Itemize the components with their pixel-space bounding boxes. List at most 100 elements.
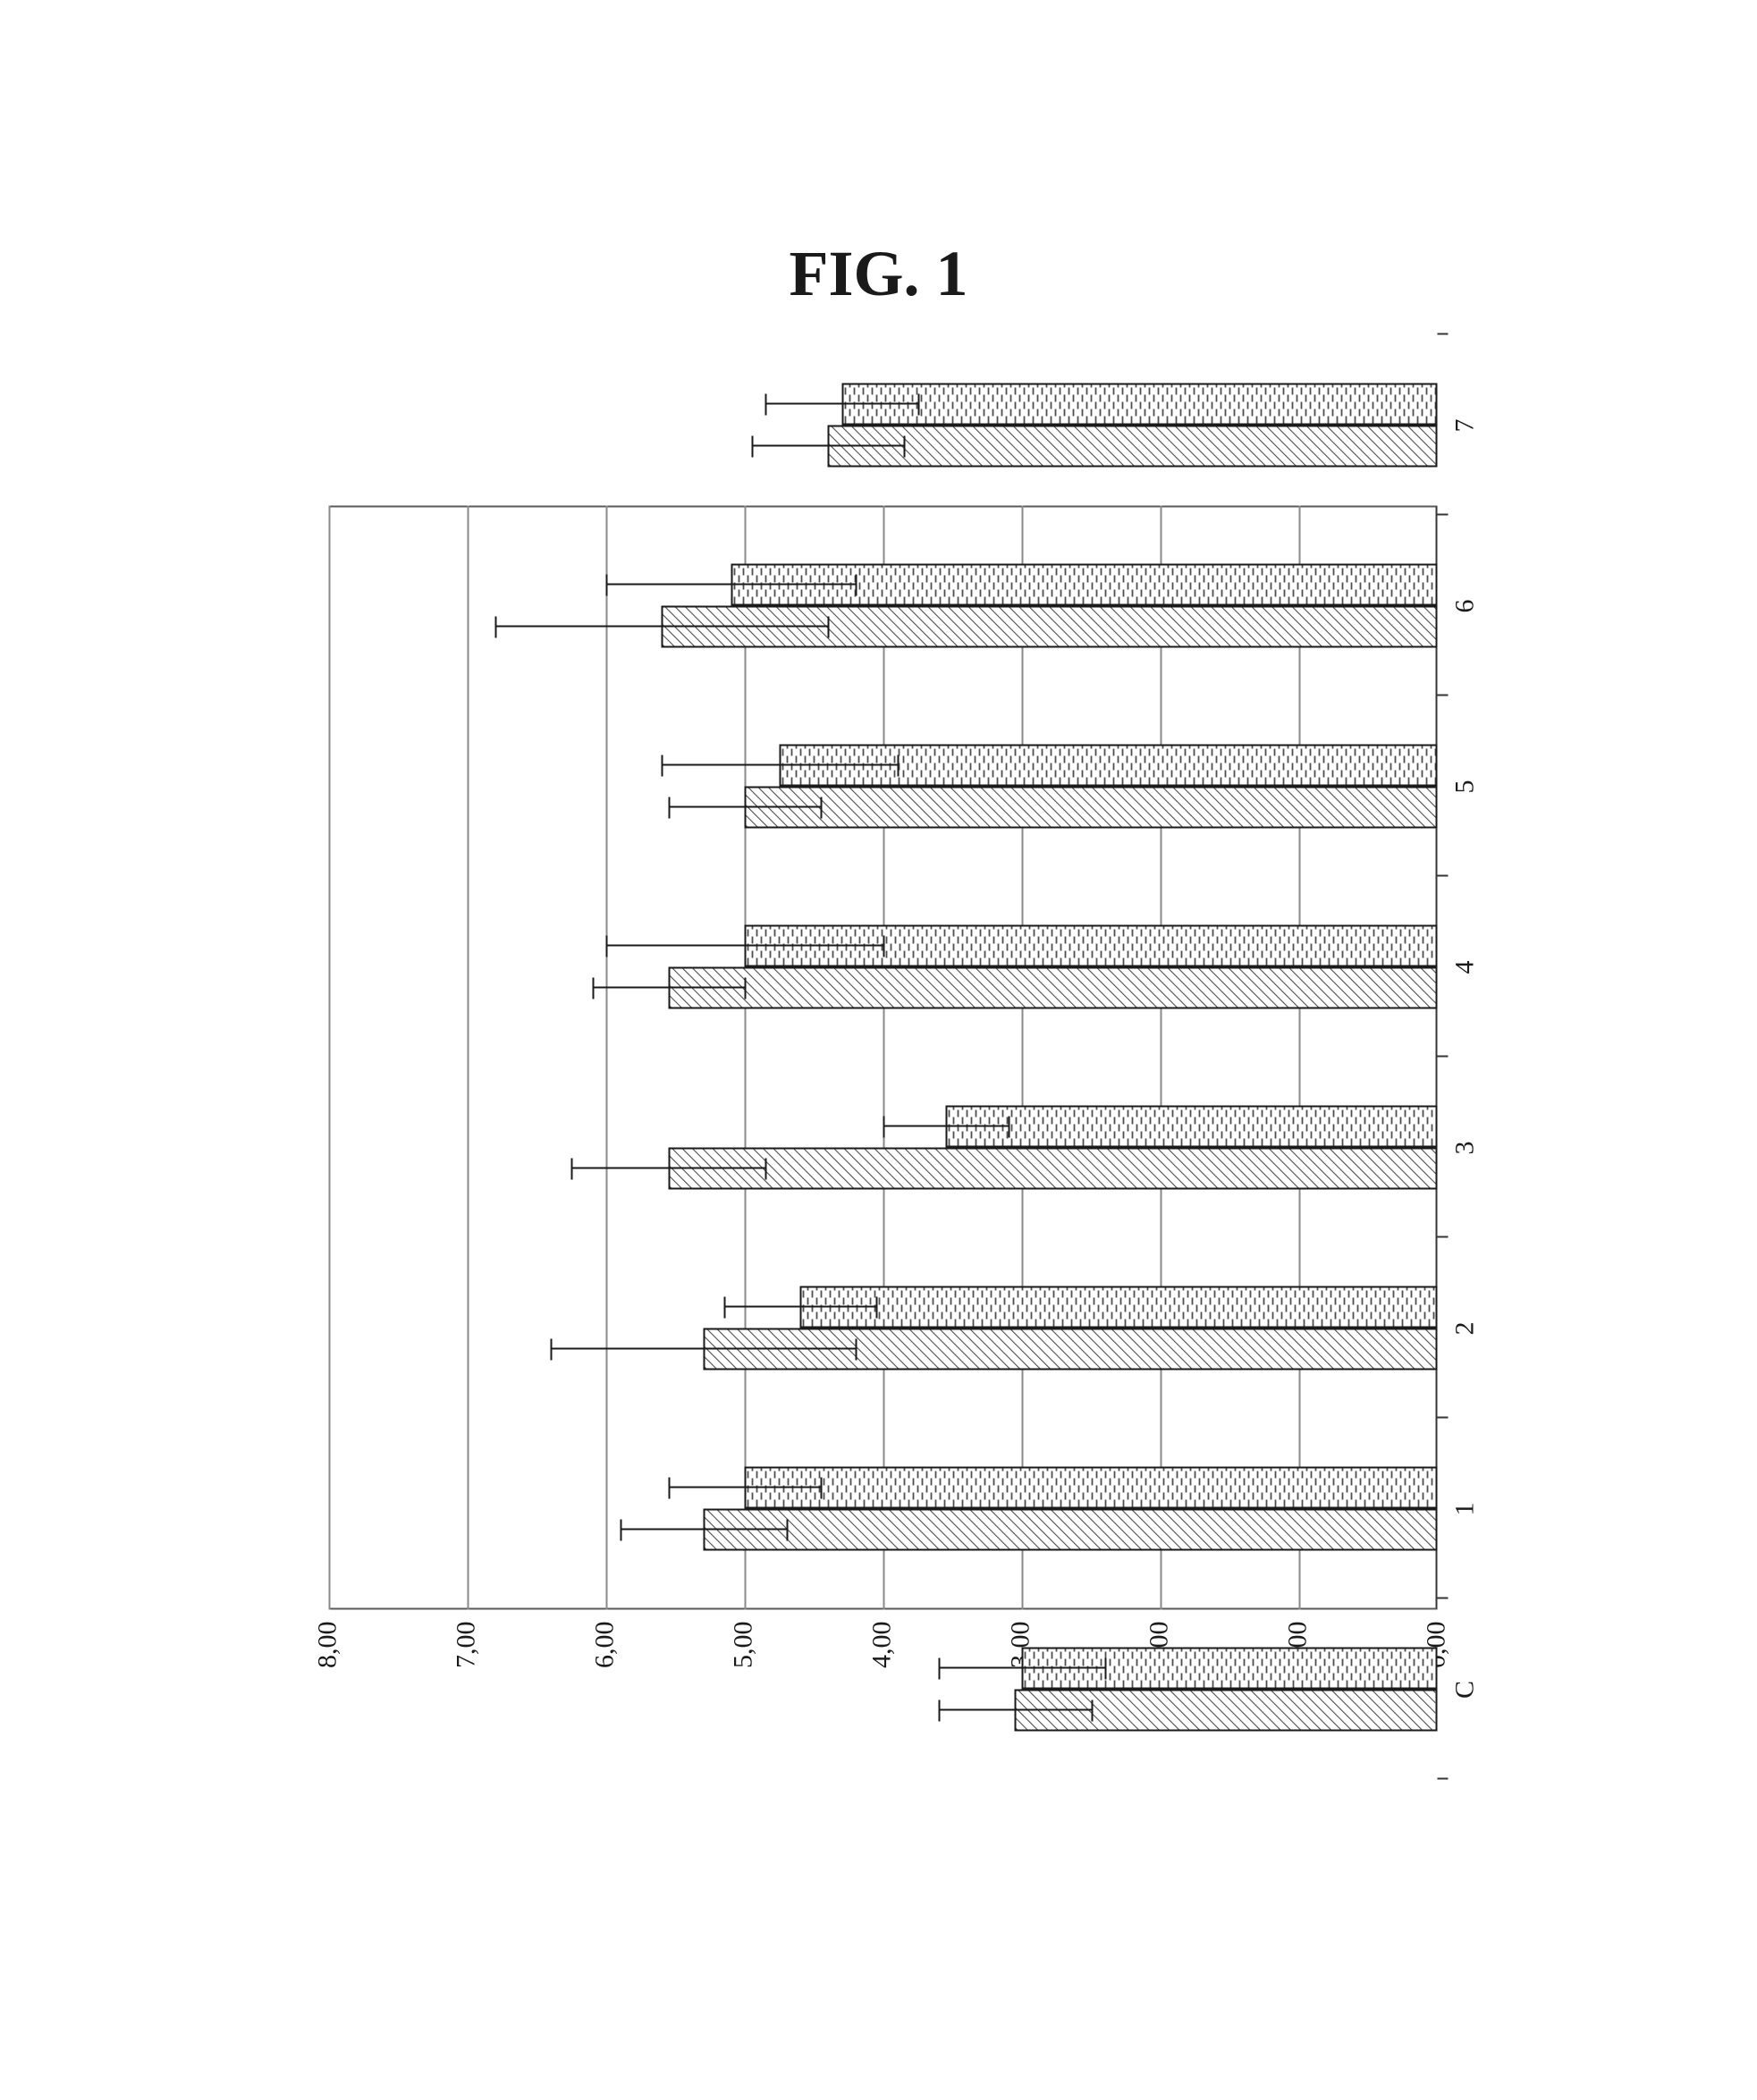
errorbar-stem — [620, 1529, 786, 1531]
bar-A — [668, 1148, 1437, 1190]
errorbar-cap — [786, 1520, 788, 1541]
errorbar-cap — [662, 755, 663, 777]
errorbar-cap — [1091, 1700, 1093, 1722]
errorbar-stem — [662, 764, 898, 766]
x-tick — [1438, 333, 1449, 335]
plot-area: 0,001,002,003,004,005,006,007,008,00C123… — [329, 506, 1438, 1610]
errorbar-cap — [876, 1297, 878, 1319]
gridline — [1161, 506, 1162, 1610]
errorbar-stem — [723, 1306, 876, 1308]
y-ticklabel: 7,00 — [452, 1622, 482, 1729]
x-ticklabel: 5 — [1450, 760, 1481, 814]
x-ticklabel: 3 — [1450, 1121, 1481, 1175]
gridline — [745, 506, 747, 1610]
bar-B — [779, 745, 1437, 787]
bar-A — [828, 426, 1438, 468]
errorbar-cap — [856, 575, 857, 596]
errorbar-cap — [495, 617, 497, 638]
bar-fill-A — [830, 427, 1436, 466]
bar-fill-B — [747, 927, 1436, 966]
errorbar-stem — [939, 1709, 1092, 1711]
errorbar-cap — [821, 797, 823, 819]
bar-B — [745, 925, 1438, 967]
errorbar-cap — [765, 1159, 767, 1180]
x-ticklabel: 6 — [1450, 579, 1481, 633]
errorbar-cap — [745, 978, 747, 999]
y-ticklabel: 4,00 — [867, 1622, 898, 1729]
bar-fill-B — [781, 746, 1435, 785]
errorbar-cap — [1105, 1658, 1107, 1680]
errorbar-stem — [883, 1126, 1009, 1127]
x-tick — [1438, 1417, 1449, 1419]
errorbar-cap — [856, 1339, 857, 1361]
errorbar-cap — [828, 617, 830, 638]
bar-fill-A — [670, 1150, 1435, 1188]
errorbar-stem — [668, 806, 821, 808]
x-ticklabel: 7 — [1450, 399, 1481, 452]
figure-title: FIG. 1 — [0, 237, 1757, 311]
errorbar-stem — [551, 1348, 856, 1350]
bar-B — [745, 1467, 1438, 1509]
bar-fill-B — [947, 1108, 1435, 1146]
errorbar-cap — [571, 1159, 573, 1180]
errorbar-cap — [917, 394, 919, 416]
x-ticklabel: C — [1450, 1663, 1481, 1716]
errorbar-cap — [668, 797, 670, 819]
errorbar-cap — [765, 394, 767, 416]
errorbar-cap — [1008, 1117, 1009, 1138]
errorbar-cap — [939, 1700, 941, 1722]
bar-A — [668, 967, 1437, 1009]
bar-fill-B — [1024, 1649, 1436, 1688]
bar-A — [745, 787, 1438, 829]
gridline — [883, 506, 885, 1610]
bar-A — [662, 606, 1438, 648]
bar-fill-B — [843, 385, 1436, 424]
x-tick — [1438, 695, 1449, 696]
y-ticklabel: 8,00 — [313, 1622, 343, 1729]
x-tick — [1438, 1598, 1449, 1599]
bar-fill-B — [732, 566, 1436, 604]
gridline — [329, 506, 331, 1610]
x-tick — [1438, 1056, 1449, 1058]
page: FIG. 1 0,001,002,003,004,005,006,007,008… — [0, 0, 1757, 2100]
errorbar-cap — [606, 575, 608, 596]
x-ticklabel: 2 — [1450, 1302, 1481, 1355]
bar-fill-B — [802, 1288, 1436, 1327]
bar-fill-A — [705, 1511, 1436, 1549]
x-ticklabel: 4 — [1450, 940, 1481, 994]
errorbar-stem — [939, 1667, 1105, 1669]
errorbar-cap — [883, 936, 885, 957]
errorbar-cap — [620, 1520, 621, 1541]
x-tick — [1438, 1236, 1449, 1238]
errorbar-cap — [723, 1297, 725, 1319]
x-tick — [1438, 875, 1449, 877]
errorbar-cap — [606, 936, 608, 957]
errorbar-stem — [765, 403, 918, 405]
errorbar-stem — [606, 945, 883, 947]
errorbar-cap — [751, 436, 753, 458]
errorbar-cap — [883, 1117, 885, 1138]
chart-container: 0,001,002,003,004,005,006,007,008,00C123… — [329, 454, 1491, 1674]
errorbar-cap — [551, 1339, 553, 1361]
errorbar-cap — [939, 1658, 941, 1680]
x-ticklabel: 1 — [1450, 1482, 1481, 1536]
errorbar-cap — [897, 755, 899, 777]
errorbar-cap — [668, 1478, 670, 1499]
bar-A — [703, 1509, 1438, 1551]
errorbar-stem — [668, 1487, 821, 1489]
gridline — [1299, 506, 1301, 1610]
errorbar-stem — [571, 1168, 765, 1169]
errorbar-stem — [495, 626, 828, 628]
bar-fill-A — [747, 789, 1436, 827]
bar-fill-A — [1017, 1691, 1436, 1730]
bar-fill-B — [747, 1469, 1436, 1507]
bar-B — [731, 564, 1438, 606]
bar-fill-A — [705, 1330, 1436, 1369]
gridline — [1022, 506, 1024, 1610]
y-ticklabel: 5,00 — [729, 1622, 759, 1729]
bar-fill-A — [663, 608, 1436, 646]
bar-B — [945, 1106, 1437, 1148]
bar-B — [841, 384, 1438, 426]
errorbar-stem — [592, 987, 745, 989]
errorbar-stem — [751, 445, 904, 447]
